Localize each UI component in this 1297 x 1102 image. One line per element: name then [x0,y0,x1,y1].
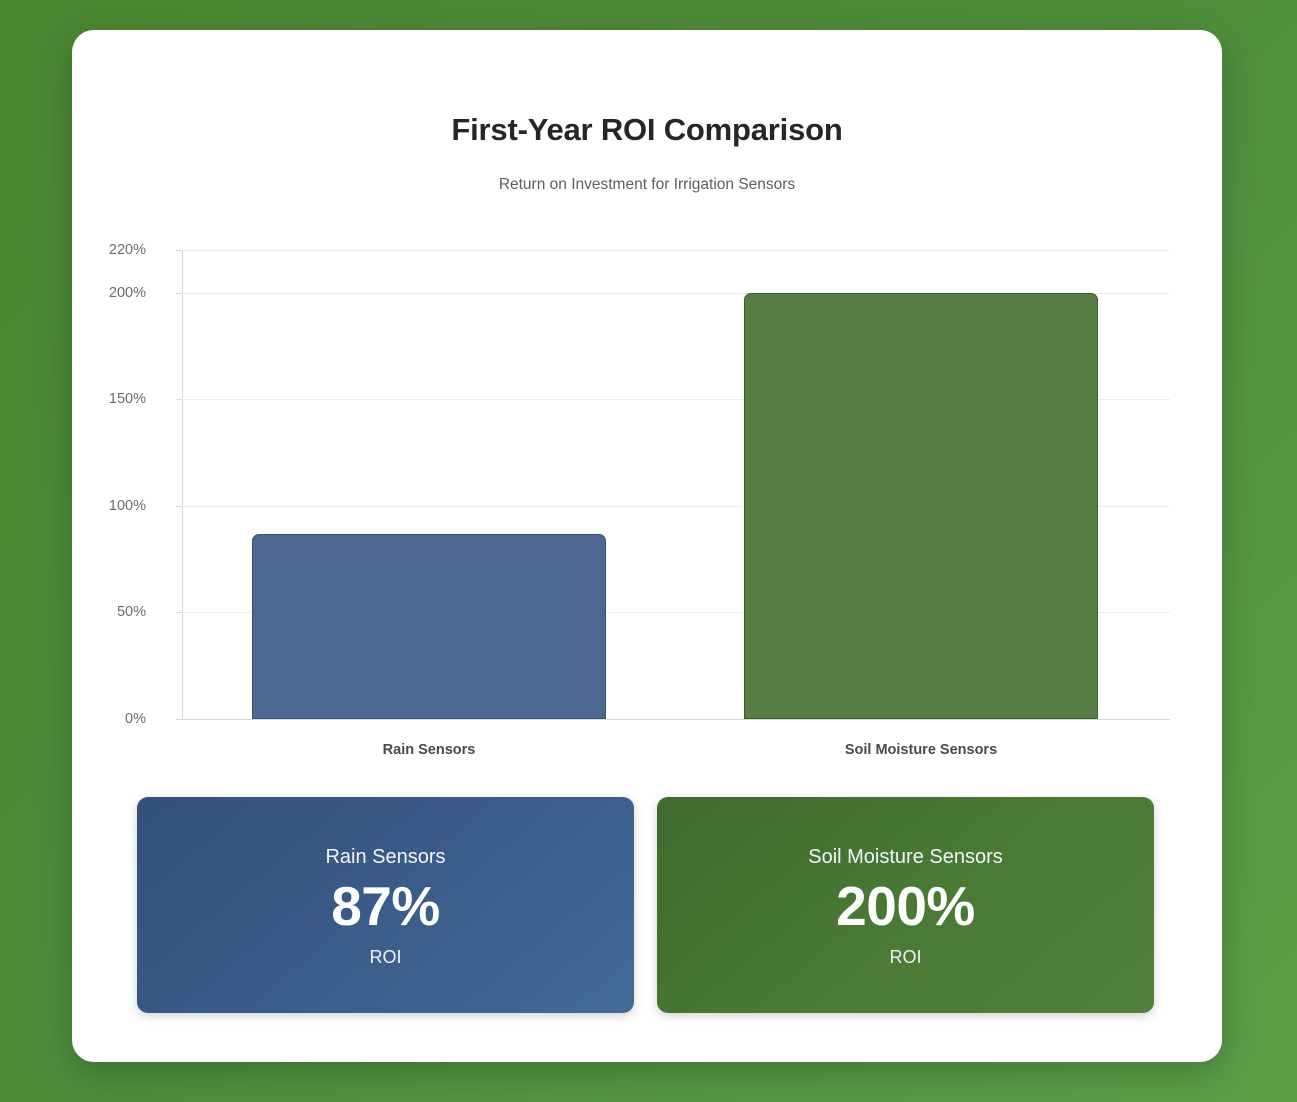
stat-card-group: Rain Sensors 87% ROI Soil Moisture Senso… [137,797,1154,1013]
stat-card-soil-moisture-sensors[interactable]: Soil Moisture Sensors 200% ROI [657,797,1154,1013]
gridline-150 [182,399,1170,401]
bar-rain-sensors[interactable] [252,533,606,719]
stat-card-caption: ROI [369,946,402,967]
stat-card-title: Rain Sensors [325,846,446,869]
stat-card-title: Soil Moisture Sensors [808,846,1003,869]
tick-mark-200 [176,292,182,294]
x-tick-label-rain-sensors: Rain Sensors [382,742,476,758]
tick-mark-0 [176,719,182,720]
tick-mark-220 [176,250,182,251]
gridline-220 [182,250,1170,251]
y-tick-label-220: 220% [108,242,146,258]
tick-mark-150 [176,399,182,401]
stat-card-value: 87% [331,875,440,938]
stat-card-rain-sensors[interactable]: Rain Sensors 87% ROI [137,797,634,1013]
x-axis-spine [182,719,1170,720]
y-axis-spine [182,250,183,719]
stat-card-caption: ROI [889,946,922,967]
x-tick-label-soil-moisture-sensors: Soil Moisture Sensors [844,742,998,758]
y-tick-label-150: 150% [108,391,146,408]
plot-area: 220% 200% 150% 100% 50% 0% Rain Sensors … [109,242,1170,758]
gridline-100 [182,505,1170,507]
stat-card-value: 200% [836,875,975,938]
tick-mark-50 [176,612,182,614]
gridline-200 [182,292,1170,294]
page-subtitle: Return on Investment for Irrigation Sens… [498,176,796,193]
page-title: First-Year ROI Comparison [451,112,843,147]
y-tick-label-200: 200% [108,284,146,301]
y-tick-label-50: 50% [116,604,146,621]
bar-soil-moisture-sensors[interactable] [744,292,1098,719]
gridline-50 [182,612,1170,614]
y-tick-label-100: 100% [108,497,146,514]
chart-panel: First-Year ROI Comparison Return on Inve… [72,30,1222,1062]
tick-mark-100 [176,505,182,507]
y-tick-label-0: 0% [125,711,146,727]
